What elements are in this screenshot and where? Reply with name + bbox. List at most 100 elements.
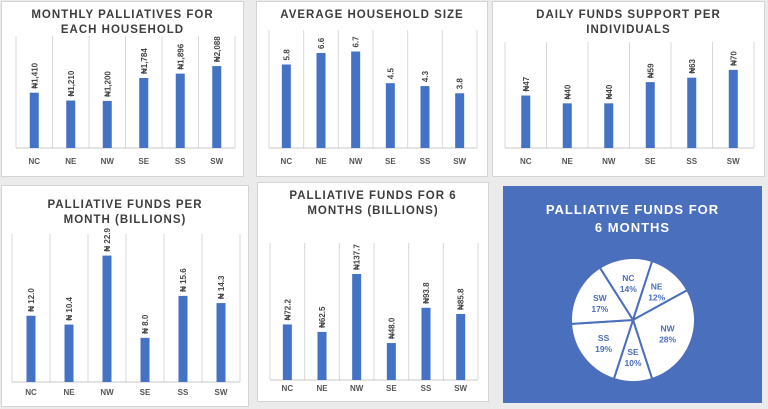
tick-label-nc: NC — [28, 157, 40, 166]
gridlines — [11, 234, 241, 382]
tick-label-nc: NC — [520, 157, 532, 166]
data-label-se: ₦ 8.0 — [141, 314, 150, 334]
gridlines — [504, 42, 755, 148]
chart-panel-household-size: AVERAGE HOUSEHOLD SIZE 5.8 NC 6.6 NE 6.7 NW 4.… — [256, 1, 488, 177]
data-label-ss: ₦63 — [688, 58, 697, 73]
tick-label-ss: SS — [175, 157, 186, 166]
tick-label-sw: SW — [454, 384, 467, 393]
pie-slice-ss — [570, 318, 635, 381]
bar-ne — [64, 324, 74, 382]
bar-ss — [421, 307, 431, 380]
bar-sw — [455, 93, 465, 148]
data-label-sw: ₦ 14.3 — [217, 275, 226, 299]
pie-label-nc: NC — [622, 273, 634, 283]
pie-percent-nc: 14% — [620, 284, 637, 294]
chart-panel-daily-funds: DAILY FUNDS SUPPORT PER INDIVIDUALS ₦47 N… — [492, 1, 765, 177]
tick-label-sw: SW — [210, 157, 223, 166]
bar-ne — [562, 103, 572, 148]
pie-label-ne: NE — [651, 281, 663, 291]
tick-label-se: SE — [140, 388, 151, 397]
bar-ss — [175, 73, 185, 148]
chart-panel-funds-per-month: PALLIATIVE FUNDS PER MONTH (BILLIONS) ₦ … — [1, 185, 249, 407]
chart-panel-monthly-palliatives: MONTHLY PALLIATIVES FOR EACH HOUSEHOLD ₦… — [1, 1, 244, 177]
bar-ss — [420, 86, 430, 148]
pie-percent-nw: 28% — [659, 335, 676, 345]
data-label-ne: ₦ 10.4 — [65, 296, 74, 320]
bar-nc — [282, 324, 292, 380]
tick-label-nc: NC — [282, 384, 294, 393]
bar-ne — [66, 100, 76, 148]
bar-chart-funds-6-months: ₦72.2 NC ₦62.5 NE ₦137.7 NW ₦48.0 SE ₦93.8 SS ₦85.… — [269, 243, 479, 393]
chart-panel-funds-6-months: PALLIATIVE FUNDS FOR 6 MONTHS (BILLIONS)… — [257, 182, 489, 402]
tick-label-ss: SS — [421, 384, 432, 393]
bar-se — [645, 82, 655, 148]
data-label-nw: ₦137.7 — [353, 244, 362, 270]
tick-label-nw: NW — [100, 388, 114, 397]
pie-percent-se: 10% — [624, 358, 641, 368]
data-label-se: ₦59 — [646, 63, 655, 78]
tick-label-nw: NW — [350, 384, 364, 393]
tick-label-nw: NW — [349, 157, 363, 166]
data-label-se: 4.5 — [386, 68, 395, 80]
data-label-nc: ₦72.2 — [283, 299, 292, 321]
tick-label-ss: SS — [178, 388, 189, 397]
chart-title: PALLIATIVE FUNDS FOR 6 MONTHS — [545, 202, 720, 235]
tick-label-nc: NC — [281, 157, 293, 166]
gridlines — [268, 30, 478, 148]
pie-percent-ss: 19% — [595, 344, 612, 354]
data-label-se: ₦48.0 — [387, 317, 396, 339]
data-label-nw: 6.7 — [352, 36, 361, 48]
gridlines — [269, 243, 479, 380]
bar-sw — [728, 69, 738, 148]
tick-label-se: SE — [386, 384, 397, 393]
data-label-se: ₦1,784 — [140, 48, 149, 74]
bar-nc — [29, 92, 39, 148]
tick-label-ss: SS — [686, 157, 697, 166]
tick-label-ne: NE — [65, 157, 77, 166]
tick-label-se: SE — [385, 157, 396, 166]
data-label-nc: 5.8 — [282, 49, 291, 61]
data-label-sw: 3.8 — [456, 78, 465, 90]
data-label-ss: ₦ 15.6 — [179, 268, 188, 292]
bar-sw — [456, 313, 466, 380]
bar-nc — [521, 95, 531, 148]
data-label-ne: ₦62.5 — [318, 306, 327, 328]
pie-percent-sw: 17% — [591, 304, 608, 314]
tick-label-ss: SS — [420, 157, 431, 166]
tick-label-ne: NE — [316, 384, 328, 393]
pie-label-sw: SW — [593, 293, 608, 303]
data-label-ne: ₦40 — [563, 84, 572, 99]
data-label-nw: ₦40 — [605, 84, 614, 99]
tick-label-sw: SW — [453, 157, 466, 166]
bar-sw — [216, 303, 226, 382]
data-label-nw: ₦1,200 — [103, 71, 112, 97]
chart-panel-pie-6-months: PALLIATIVE FUNDS FOR 6 MONTHS NC 14% NE 12%… — [503, 186, 762, 403]
bar-se — [386, 343, 396, 380]
chart-title: PALLIATIVE FUNDS FOR 6 MONTHS (BILLIONS) — [289, 190, 457, 217]
chart-title: PALLIATIVE FUNDS PER MONTH (BILLIONS) — [47, 199, 203, 226]
chart-title: DAILY FUNDS SUPPORT PER INDIVIDUALS — [536, 9, 721, 36]
tick-label-sw: SW — [727, 157, 740, 166]
pie-label-se: SE — [627, 347, 639, 357]
data-label-ne: ₦1,210 — [67, 70, 76, 96]
tick-label-sw: SW — [215, 388, 228, 397]
bar-ss — [687, 77, 697, 148]
pie-slice-nc — [598, 257, 654, 323]
chart-title: AVERAGE HOUSEHOLD SIZE — [280, 9, 464, 21]
tick-label-nw: NW — [602, 157, 616, 166]
tick-label-ne: NE — [562, 157, 574, 166]
pie-label-ss: SS — [598, 333, 610, 343]
tick-label-nw: NW — [101, 157, 115, 166]
tick-label-ne: NE — [315, 157, 327, 166]
bar-nc — [26, 315, 36, 382]
tick-label-se: SE — [138, 157, 149, 166]
pie-percent-ne: 12% — [648, 292, 665, 302]
tick-label-nc: NC — [25, 388, 37, 397]
bar-se — [385, 83, 395, 148]
data-label-nw: ₦ 22.9 — [103, 227, 112, 251]
bar-chart-household-size: 5.8 NC 6.6 NE 6.7 NW 4.5 SE 4.3 SS 3.8 SW — [268, 30, 478, 166]
data-label-sw: ₦70 — [729, 51, 738, 66]
data-label-sw: ₦2,088 — [213, 36, 222, 62]
data-label-nc: ₦47 — [522, 76, 531, 91]
